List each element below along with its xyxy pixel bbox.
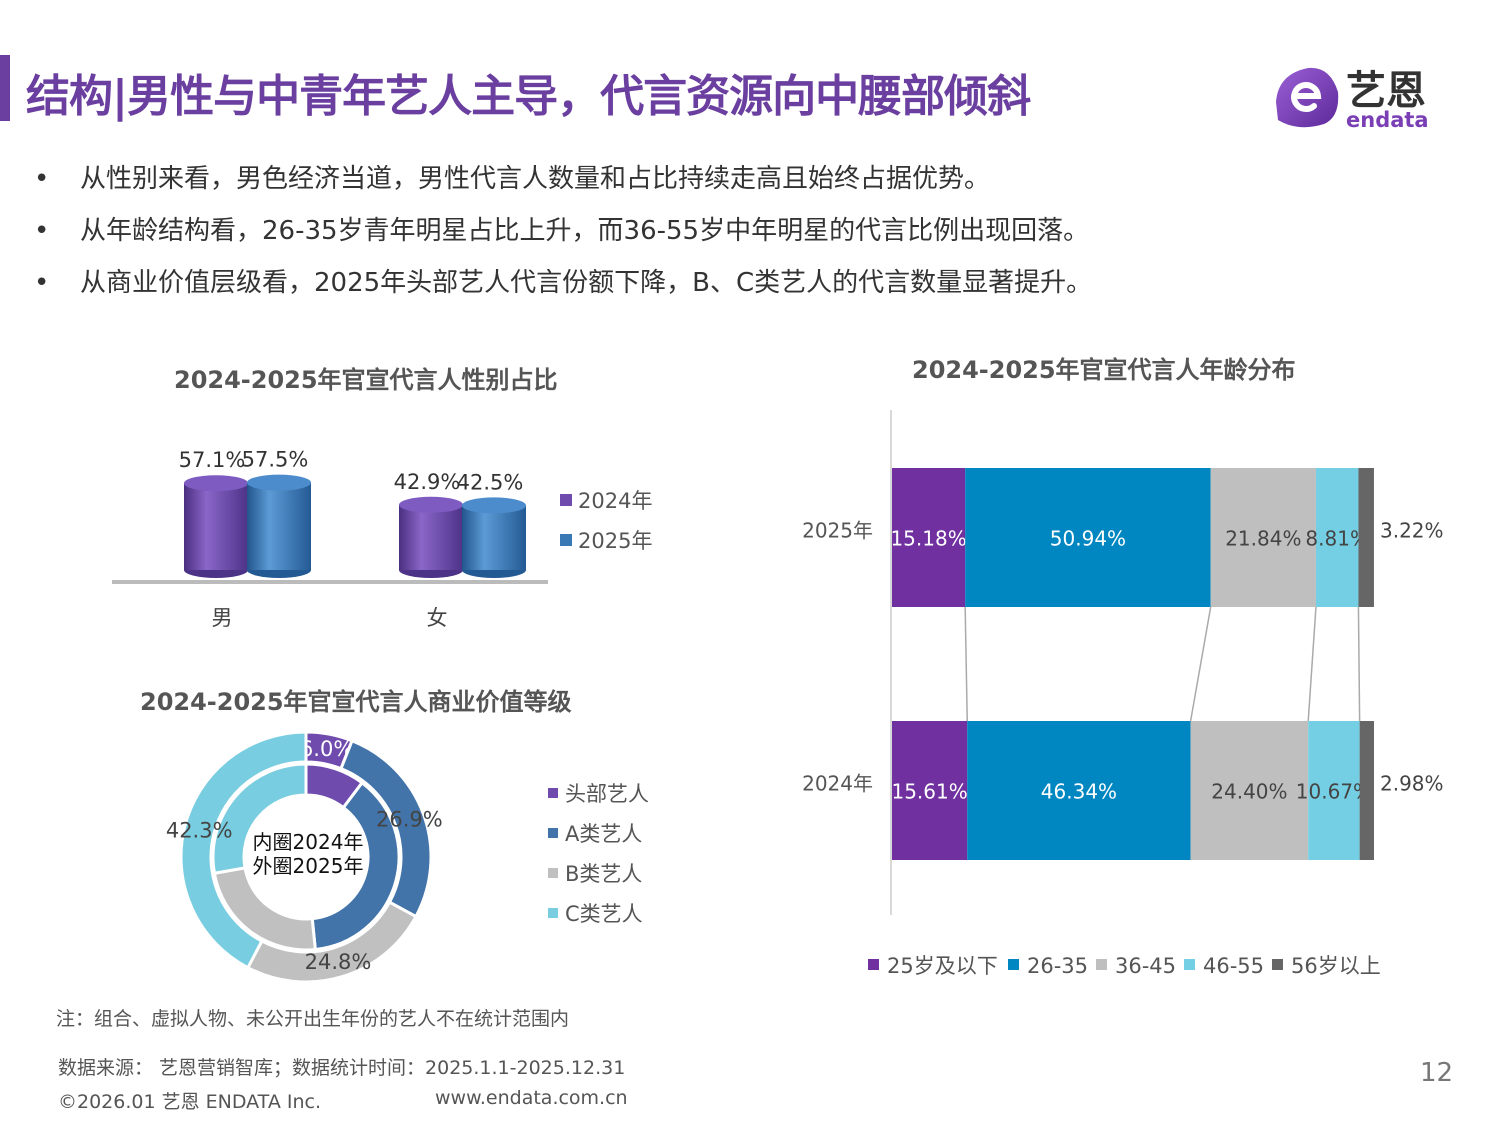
bar-segment	[967, 721, 1191, 860]
data-label: 15.18%	[890, 527, 966, 551]
cylinder-top	[184, 475, 248, 492]
logo-icon: 艺恩 endata	[1276, 67, 1429, 132]
endata-logo: 艺恩 endata	[1268, 62, 1448, 132]
legend-swatch	[1096, 959, 1107, 970]
age-chart-title: 2024-2025年官宣代言人年龄分布	[912, 356, 1296, 384]
bar-segment	[892, 721, 968, 860]
legend-label: C类艺人	[565, 902, 643, 926]
donut-label: 42.3%	[166, 819, 233, 843]
data-label: 8.81%	[1305, 527, 1369, 551]
bar-segment	[1308, 721, 1360, 860]
note: 注：组合、虚拟人物、未公开出生年份的艺人不在统计范围内	[56, 1008, 570, 1030]
data-label: 3.22%	[1380, 519, 1444, 543]
cylinder-top	[247, 474, 311, 491]
legend-swatch	[868, 959, 879, 970]
bullet-text: 从商业价值层级看，2025年头部艺人代言份额下降，B、C类艺人的代言数量显著提升…	[80, 268, 1093, 298]
data-label: 24.40%	[1211, 780, 1287, 804]
svg-text:endata: endata	[1346, 108, 1429, 132]
legend-label: 36-45	[1115, 954, 1176, 978]
gender-chart-title: 2024-2025年官宣代言人性别占比	[174, 366, 558, 394]
bullet-dot: •	[34, 216, 50, 246]
legend-swatch	[548, 828, 558, 838]
legend-label: 46-55	[1203, 954, 1264, 978]
data-label: 50.94%	[1050, 527, 1126, 551]
legend-swatch	[548, 788, 558, 798]
connector-line	[1189, 606, 1212, 722]
legend-label: 26-35	[1027, 954, 1088, 978]
data-label: 10.67%	[1296, 780, 1372, 804]
connector-line	[1307, 606, 1317, 722]
value-chart-title: 2024-2025年官宣代言人商业价值等级	[140, 688, 572, 716]
cylinder-bar	[184, 483, 248, 570]
title-accent-bar	[0, 55, 10, 121]
data-label: 57.1%	[179, 448, 246, 472]
data-label: 57.5%	[242, 448, 309, 472]
legend-swatch	[560, 494, 572, 506]
bar-segment	[1358, 468, 1374, 607]
data-label: 42.5%	[457, 470, 524, 494]
bar-segment	[1190, 721, 1309, 860]
legend-label: 2025年	[578, 529, 652, 553]
bullet-dot: •	[34, 268, 50, 298]
data-source: 数据来源： 艺恩营销智库；数据统计时间：2025.1.1-2025.12.31	[58, 1057, 626, 1079]
legend-label: 头部艺人	[565, 782, 649, 806]
data-label: 42.9%	[394, 470, 461, 494]
donut-label: 26.9%	[376, 807, 443, 831]
bar-segment	[1210, 468, 1316, 607]
bullet-text: 从性别来看，男色经济当道，男性代言人数量和占比持续走高且始终占据优势。	[80, 164, 991, 194]
donut-slice	[310, 780, 401, 952]
legend-label: 2024年	[578, 489, 652, 513]
cylinder-bar	[247, 482, 311, 570]
connector-line	[1357, 606, 1361, 722]
legend-swatch	[548, 868, 558, 878]
bullet-item: • 从年龄结构看，26-35岁青年明星占比上升，而36-55岁中年明星的代言比例出…	[34, 210, 1089, 247]
category-label: 2024年	[802, 772, 873, 796]
data-label: 21.84%	[1225, 527, 1301, 551]
copyright: ©2026.01 艺恩 ENDATA Inc.	[58, 1091, 321, 1113]
bar-segment	[1315, 468, 1359, 607]
legend-label: 56岁以上	[1291, 954, 1381, 978]
legend-swatch	[1184, 959, 1195, 970]
cylinder-top	[399, 496, 463, 513]
cylinder-bar	[462, 505, 526, 570]
donut-label: 24.8%	[305, 950, 372, 974]
legend-label: 25岁及以下	[887, 954, 998, 978]
cylinder-bar	[399, 504, 463, 570]
legend-label: A类艺人	[565, 822, 642, 846]
bullet-item: • 从性别来看，男色经济当道，男性代言人数量和占比持续走高且始终占据优势。	[34, 158, 990, 195]
data-label: 15.61%	[891, 780, 967, 804]
category-label: 2025年	[802, 519, 873, 543]
connector-line	[964, 606, 968, 722]
data-label: 2.98%	[1380, 772, 1444, 796]
bullet-dot: •	[34, 164, 50, 194]
donut-slice	[179, 730, 308, 970]
bar-segment	[965, 468, 1211, 607]
legend-swatch	[1008, 959, 1019, 970]
bullet-item: • 从商业价值层级看，2025年头部艺人代言份额下降，B、C类艺人的代言数量显著提…	[34, 262, 1092, 299]
legend-swatch	[1272, 959, 1283, 970]
category-label: 男	[212, 606, 233, 630]
website-link[interactable]: www.endata.com.cn	[435, 1087, 628, 1109]
center-label: 内圈2024年	[253, 830, 364, 854]
svg-text:艺恩: 艺恩	[1346, 68, 1426, 114]
bar-segment	[1359, 721, 1374, 860]
page-title: 结构|男性与中青年艺人主导，代言资源向中腰部倾斜	[26, 71, 1031, 122]
data-label: 46.34%	[1041, 780, 1117, 804]
legend-swatch	[548, 908, 558, 918]
legend-label: B类艺人	[565, 862, 642, 886]
legend-swatch	[560, 534, 572, 546]
page-number: 12	[1420, 1058, 1454, 1088]
category-label: 女	[427, 606, 448, 630]
bullet-text: 从年龄结构看，26-35岁青年明星占比上升，而36-55岁中年明星的代言比例出现…	[80, 216, 1090, 246]
center-label: 外圈2025年	[253, 854, 364, 878]
donut-slice	[211, 762, 308, 876]
cylinder-top	[462, 497, 526, 514]
bar-segment	[892, 468, 966, 607]
